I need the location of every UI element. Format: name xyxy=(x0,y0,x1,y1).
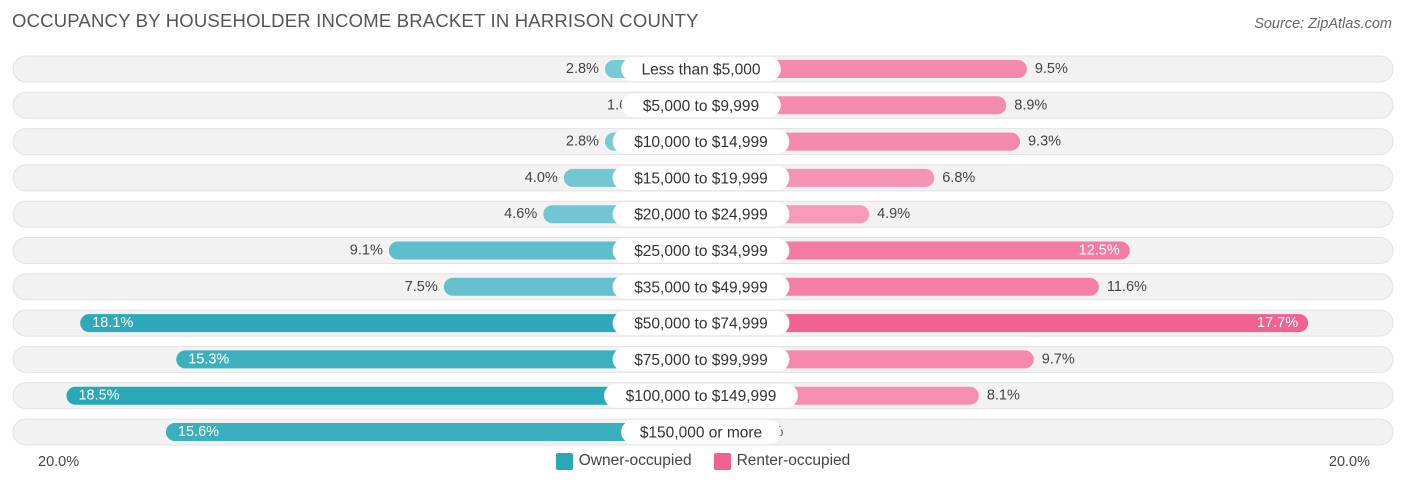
renter-value-label: 11.6% xyxy=(1107,279,1147,295)
category-label: $15,000 to $19,999 xyxy=(634,170,768,187)
category-label: $35,000 to $49,999 xyxy=(634,279,768,296)
owner-bar[interactable] xyxy=(165,423,711,441)
category-label-pill xyxy=(604,383,798,408)
renter-value-label: 8.1% xyxy=(987,388,1020,404)
owner-value-label: 15.3% xyxy=(188,351,229,367)
category-label: $20,000 to $24,999 xyxy=(634,207,768,224)
renter-bar[interactable] xyxy=(692,277,1099,296)
legend-item-renter[interactable]: Renter-occupied xyxy=(713,452,851,470)
legend-label-owner: Owner-occupied xyxy=(578,452,692,469)
owner-bar[interactable] xyxy=(80,314,711,333)
legend-item-owner[interactable]: Owner-occupied xyxy=(555,452,692,470)
category-label: $50,000 to $74,999 xyxy=(634,316,768,333)
category-label: $75,000 to $99,999 xyxy=(634,352,768,369)
category-label-pill xyxy=(612,165,790,190)
category-label: $10,000 to $14,999 xyxy=(634,134,768,151)
category-label-pill xyxy=(621,57,781,81)
renter-value-label: 6.8% xyxy=(942,170,975,186)
legend: Owner-occupied Renter-occupied xyxy=(0,452,1406,470)
renter-value-label: 9.3% xyxy=(1028,134,1061,150)
owner-value-label: 2.8% xyxy=(566,61,599,77)
renter-value-label: 17.7% xyxy=(1257,315,1298,331)
category-label-pill xyxy=(621,93,781,118)
category-label-pill xyxy=(612,202,790,227)
owner-value-label: 2.8% xyxy=(566,134,599,150)
category-label-pill xyxy=(612,347,790,372)
axis-right-label: 20.0% xyxy=(1328,454,1370,470)
legend-swatch-renter xyxy=(713,452,731,470)
category-label-pill xyxy=(612,311,790,336)
category-label: $150,000 or more xyxy=(640,425,762,442)
renter-value-label: 4.9% xyxy=(877,206,910,222)
category-label-pill xyxy=(612,238,790,263)
category-label: $25,000 to $34,999 xyxy=(634,243,768,260)
owner-value-label: 7.5% xyxy=(405,279,438,295)
owner-value-label: 18.5% xyxy=(78,388,119,404)
category-label-pill xyxy=(612,129,790,154)
owner-value-label: 18.1% xyxy=(92,315,133,331)
category-label-pill xyxy=(612,274,790,299)
renter-bar[interactable] xyxy=(692,314,1309,333)
category-label: $5,000 to $9,999 xyxy=(643,98,759,115)
renter-bar[interactable] xyxy=(692,241,1130,260)
renter-value-label: 8.9% xyxy=(1014,97,1047,113)
source-note: Source: ZipAtlas.com xyxy=(1254,16,1392,32)
renter-value-label: 12.5% xyxy=(1079,243,1120,259)
owner-value-label: 4.6% xyxy=(504,206,537,222)
owner-value-label: 4.0% xyxy=(525,170,558,186)
diverging-bar-chart: 2.8%9.5%Less than $5,0001.6%8.9%$5,000 t… xyxy=(12,55,1394,446)
axis-left-label: 20.0% xyxy=(38,454,80,470)
owner-value-label: 9.1% xyxy=(350,243,383,259)
legend-label-renter: Renter-occupied xyxy=(736,452,851,469)
renter-value-label: 9.5% xyxy=(1035,61,1068,77)
category-label-pill xyxy=(621,420,781,444)
owner-bar[interactable] xyxy=(176,350,710,369)
owner-bar[interactable] xyxy=(66,386,710,405)
category-label: Less than $5,000 xyxy=(642,62,761,79)
owner-value-label: 15.6% xyxy=(178,424,219,440)
renter-value-label: 9.7% xyxy=(1042,351,1075,367)
chart-title: OCCUPANCY BY HOUSEHOLDER INCOME BRACKET … xyxy=(12,10,699,31)
category-label: $100,000 to $149,999 xyxy=(626,388,777,405)
legend-swatch-owner xyxy=(555,452,573,470)
